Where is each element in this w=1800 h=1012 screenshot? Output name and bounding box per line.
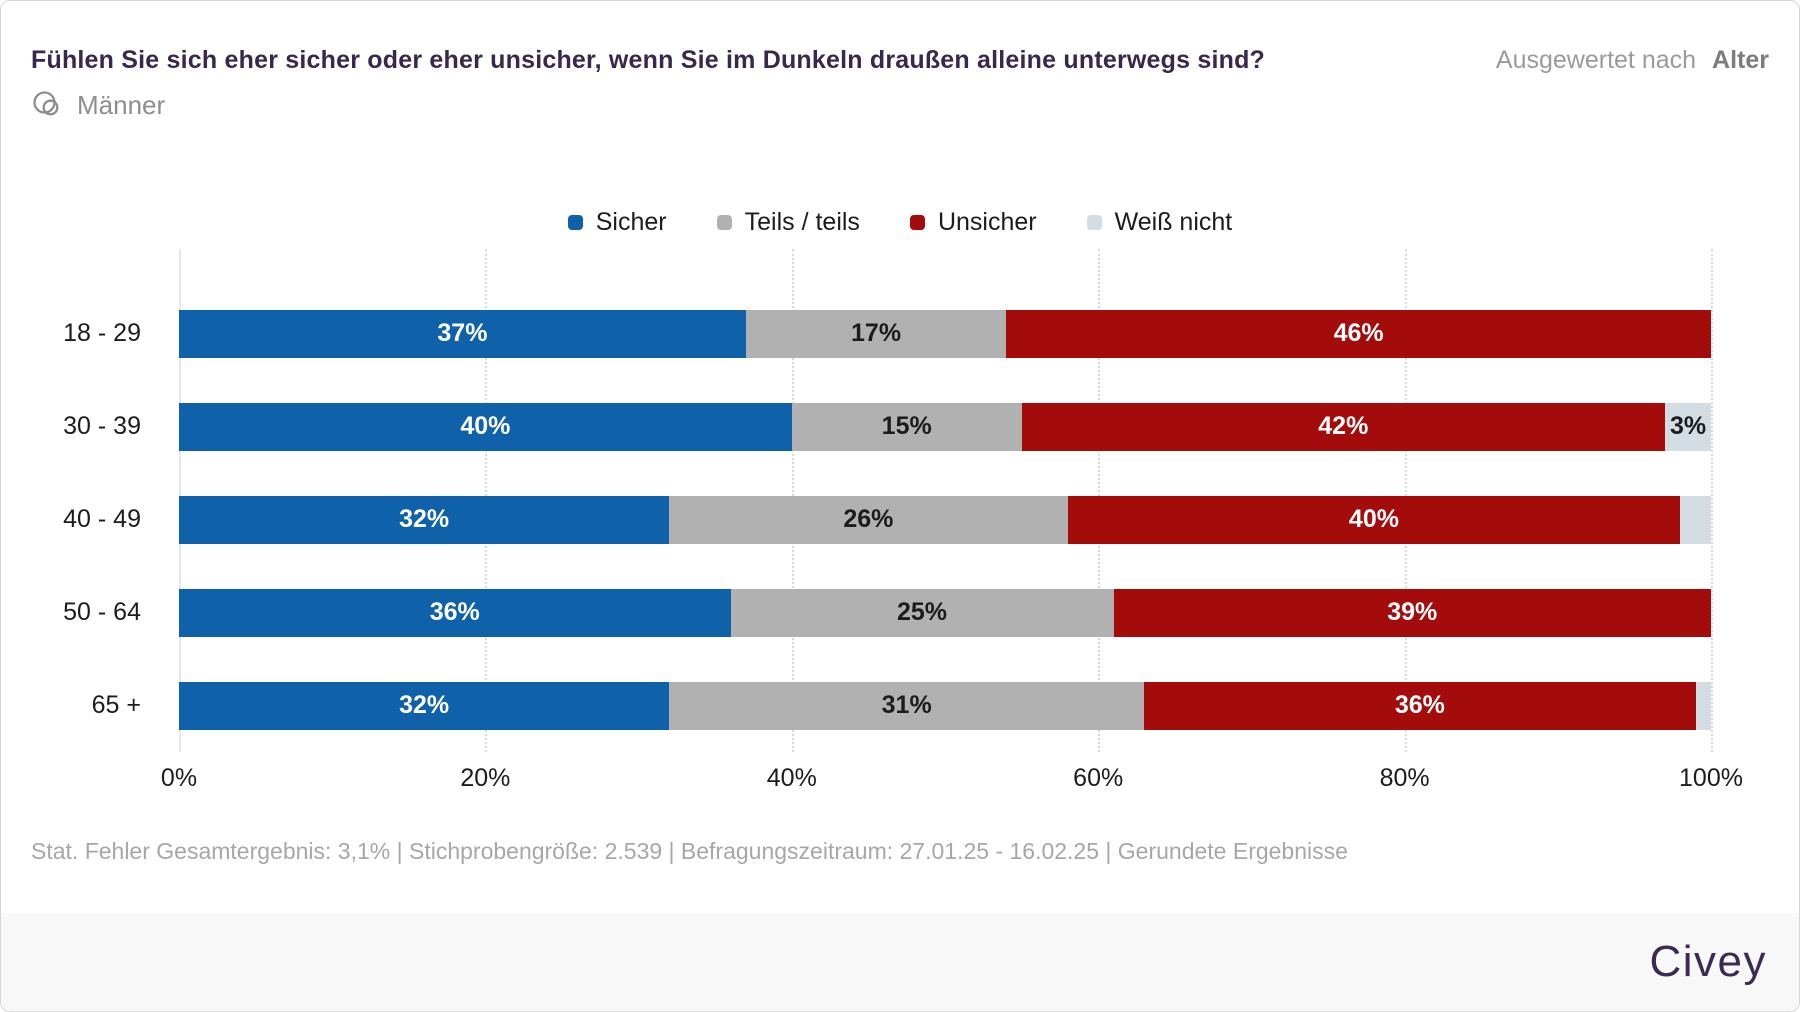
- overlapping-circles-icon: [31, 89, 63, 121]
- legend-label: Unsicher: [937, 207, 1037, 236]
- bar-segment: 40%: [1067, 495, 1681, 544]
- category-axis: 18 - 29 30 - 39 40 - 49 50 - 64 65 +: [31, 249, 179, 804]
- stacked-bar: 32% 26% 40%: [179, 495, 1711, 544]
- legend-item[interactable]: Weiß nicht: [1086, 207, 1233, 237]
- category-label: 50 - 64: [63, 598, 141, 626]
- chart-row: 37% 17% 46%: [179, 287, 1711, 380]
- bar-segment: [1695, 681, 1711, 730]
- category-label: 30 - 39: [63, 412, 141, 440]
- evaluated-by: Ausgewertet nach Alter: [1472, 46, 1769, 75]
- header: Fühlen Sie sich eher sicher oder eher un…: [1, 1, 1799, 121]
- bar-segment: 15%: [791, 402, 1022, 451]
- x-tick-label: 80%: [1379, 764, 1430, 792]
- title-row: Fühlen Sie sich eher sicher oder eher un…: [31, 43, 1769, 77]
- stacked-bar: 36% 25% 39%: [179, 588, 1711, 637]
- bar-segment: 31%: [669, 681, 1145, 730]
- stacked-bar: 37% 17% 46%: [179, 309, 1711, 358]
- category-label: 65 +: [91, 691, 141, 719]
- legend-label: Weiß nicht: [1114, 207, 1233, 236]
- bar-segment: 40%: [179, 402, 792, 451]
- x-tick-label: 100%: [1679, 764, 1743, 792]
- legend-swatch-icon: [909, 214, 925, 230]
- category-label: 40 - 49: [63, 505, 141, 533]
- x-tick-label: 20%: [460, 764, 511, 792]
- legend-swatch-icon: [1086, 214, 1102, 230]
- bar-segment: 3%: [1665, 402, 1711, 451]
- legend-swatch-icon: [567, 214, 583, 230]
- bar-segment: 26%: [669, 495, 1068, 544]
- category-label: 18 - 29: [63, 319, 141, 347]
- bar-segment: 25%: [730, 588, 1114, 637]
- chart-row: 36% 25% 39%: [179, 566, 1711, 659]
- subgroup-label: Männer: [77, 89, 166, 120]
- x-tick-label: 60%: [1073, 764, 1124, 792]
- bar-segment: 42%: [1021, 402, 1666, 451]
- stacked-bar-chart: 18 - 29 30 - 39 40 - 49 50 - 64 65 + 37% 17% 4…: [1, 249, 1799, 804]
- bars-layer: 37% 17% 46% 40% 15% 42% 3% 32% 26% 40% 36% 25% 39% 32…: [179, 249, 1711, 752]
- brand-band: Civey: [1, 913, 1799, 1011]
- gridline: [1711, 249, 1713, 752]
- bar-segment: 36%: [1144, 681, 1696, 730]
- chart-row: 32% 31% 36%: [179, 659, 1711, 752]
- x-tick-label: 40%: [766, 764, 817, 792]
- legend-item[interactable]: Unsicher: [909, 207, 1037, 237]
- bar-segment: 36%: [179, 588, 731, 637]
- plot-area: 37% 17% 46% 40% 15% 42% 3% 32% 26% 40% 36% 25% 39% 32…: [161, 249, 1743, 804]
- legend-item[interactable]: Sicher: [567, 207, 667, 237]
- bar-segment: [1680, 495, 1711, 544]
- chart-row: 32% 26% 40%: [179, 473, 1711, 566]
- subgroup-row: Männer: [31, 89, 1769, 121]
- legend-label: Teils / teils: [744, 207, 860, 236]
- bar-segment: 46%: [1006, 309, 1711, 358]
- x-tick-label: 0%: [160, 764, 198, 792]
- methodology-note: Stat. Fehler Gesamtergebnis: 3,1% | Stic…: [31, 838, 1348, 864]
- bar-segment: 32%: [179, 495, 670, 544]
- bar-segment: 17%: [745, 309, 1007, 358]
- legend-swatch-icon: [716, 214, 732, 230]
- page-title: Fühlen Sie sich eher sicher oder eher un…: [31, 46, 1266, 74]
- legend: Sicher Teils / teils Unsicher Weiß nicht: [1, 205, 1799, 239]
- bar-segment: 39%: [1113, 588, 1711, 637]
- x-axis: 0% 20% 40% 60% 80% 100%: [161, 752, 1743, 804]
- legend-label: Sicher: [595, 207, 667, 236]
- bar-segment: 32%: [179, 681, 670, 730]
- civey-logo[interactable]: Civey: [1649, 937, 1767, 986]
- legend-item[interactable]: Teils / teils: [716, 207, 860, 237]
- stacked-bar: 40% 15% 42% 3%: [179, 402, 1711, 451]
- bar-segment: 37%: [179, 309, 746, 358]
- evaluated-value: Alter: [1712, 46, 1769, 74]
- evaluated-prefix: Ausgewertet nach: [1495, 46, 1697, 74]
- chart-row: 40% 15% 42% 3%: [179, 380, 1711, 473]
- stacked-bar: 32% 31% 36%: [179, 681, 1711, 730]
